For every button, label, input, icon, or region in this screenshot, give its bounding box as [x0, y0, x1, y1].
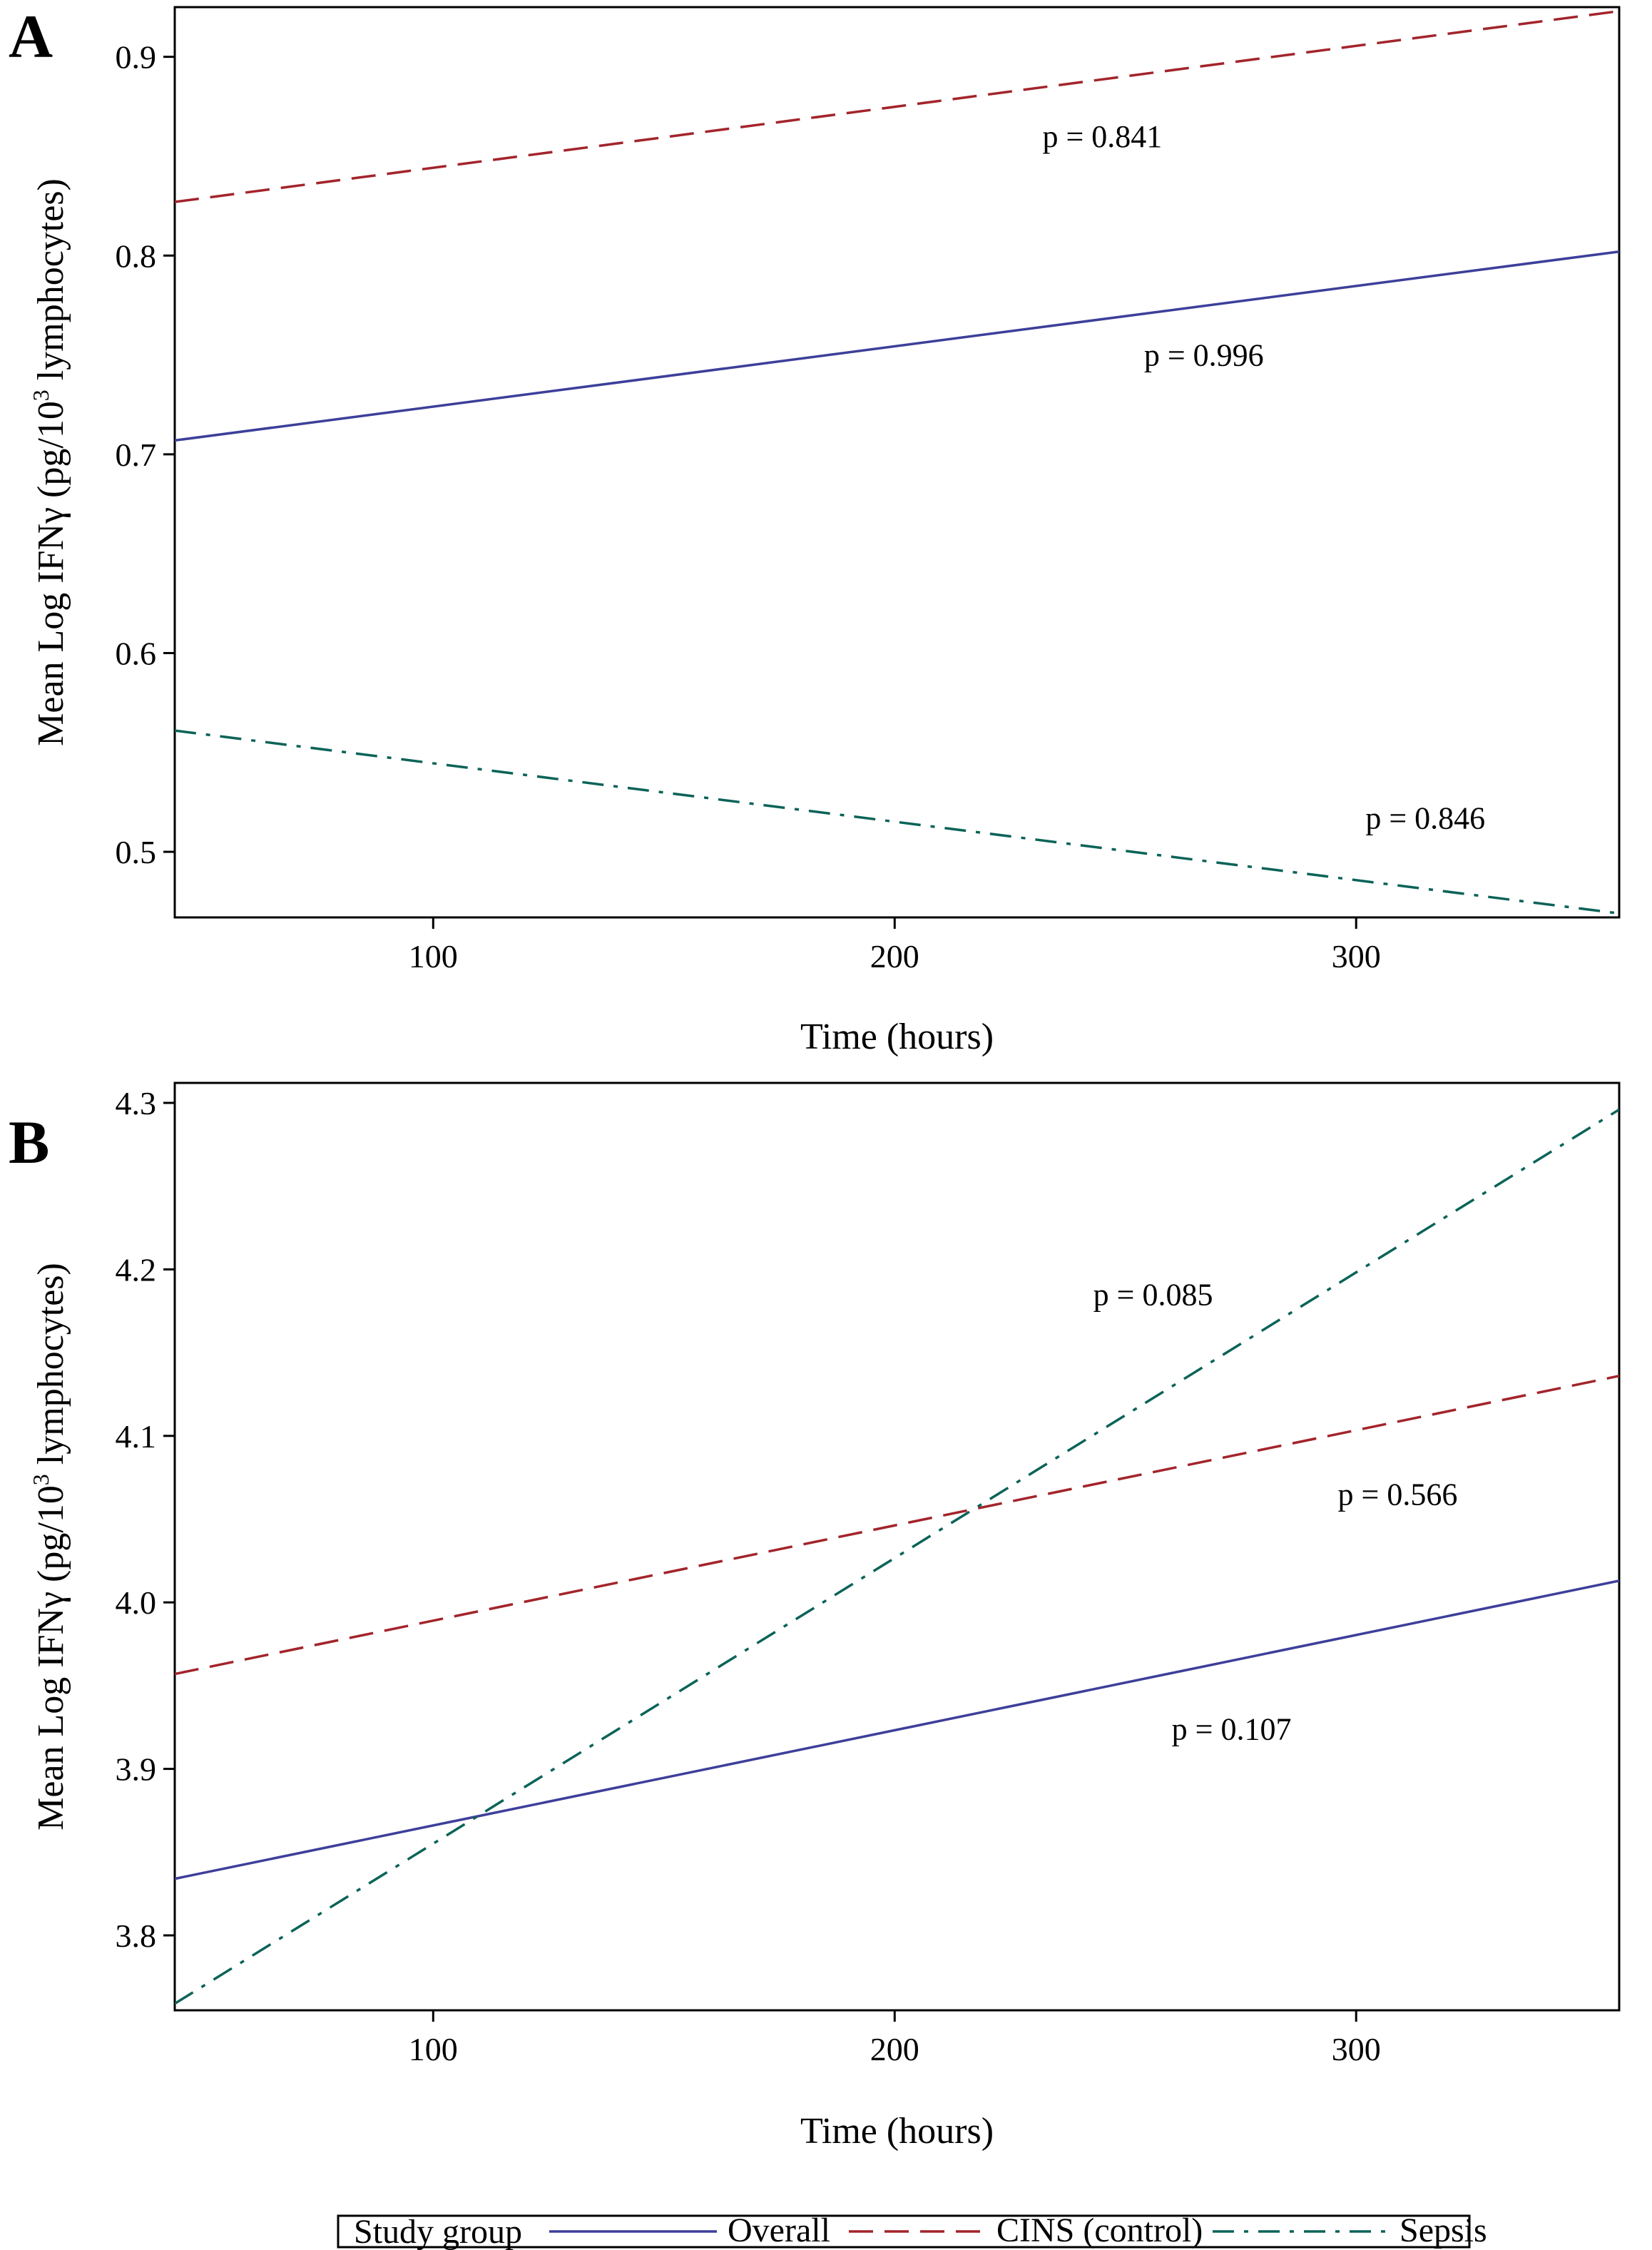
- panel-b-series-sepsis: [175, 1108, 1619, 2005]
- legend-label-overall: Overall: [728, 2211, 830, 2249]
- panel-b-y-tick-label: 4.3: [116, 1085, 157, 1121]
- panel-b-y-axis-label: Mean Log IFNγ (pg/103 lymphocytes): [28, 1263, 71, 1831]
- panel-a-y-tick-label: 0.5: [116, 834, 157, 870]
- panel-b-p-value-overall: p = 0.107: [1172, 1712, 1292, 1747]
- panel-b-y-tick-label: 3.9: [116, 1751, 157, 1788]
- panel-a-p-value-overall: p = 0.996: [1144, 338, 1264, 373]
- panel-b-x-tick-label: 200: [870, 2031, 919, 2067]
- legend-label-sepsis: Sepsis: [1399, 2211, 1487, 2249]
- panel-a-y-tick-label: 0.6: [116, 635, 157, 671]
- panel-b-chart: B 3.8 3.9 4.0 4.1 4.2 4.3 100 200 300 Time (hours)…: [9, 1081, 1621, 2152]
- panel-a-plot-frame: [173, 6, 1621, 919]
- panel-a-y-axis-label: Mean Log IFNγ (pg/103 lymphocytes): [28, 178, 71, 746]
- panel-a-x-tick-label: 300: [1332, 938, 1381, 974]
- panel-a-chart: A 0.5 0.6 0.7 0.8 0.9 100 200 300 Time (hours) Mea…: [9, 2, 1621, 1057]
- panel-b-letter: B: [9, 1108, 49, 1176]
- panel-a-p-value-sepsis: p = 0.846: [1365, 801, 1485, 836]
- panel-b-series-overall: [175, 1579, 1619, 1880]
- panel-a-x-axis-label: Time (hours): [800, 1017, 994, 1057]
- panel-a-p-value-cins-control: p = 0.841: [1042, 119, 1162, 154]
- panel-b-p-value-sepsis: p = 0.085: [1093, 1277, 1213, 1312]
- panel-a-series-cins-control: [175, 9, 1619, 203]
- panel-b-x-axis-label: Time (hours): [800, 2111, 994, 2152]
- legend: Study group Overall CINS (control) Sepsis: [337, 2211, 1487, 2250]
- panel-a-y-tick-label: 0.9: [116, 39, 157, 76]
- legend-title: Study group: [354, 2213, 522, 2250]
- panel-b-y-tick-label: 4.2: [116, 1251, 157, 1288]
- panel-a-y-tick-label: 0.8: [116, 238, 157, 274]
- panel-a-x-tick-label: 100: [409, 938, 458, 974]
- panel-b-series-cins-control: [175, 1375, 1619, 1676]
- panel-b-y-tick-label: 3.8: [116, 1918, 157, 1954]
- panel-a-series-sepsis: [175, 729, 1619, 915]
- panel-a-y-tick-label: 0.7: [116, 437, 157, 473]
- legend-label-cins-control: CINS (control): [996, 2211, 1203, 2249]
- panel-b-p-value-cins-control: p = 0.566: [1338, 1477, 1458, 1512]
- panel-a-x-tick-label: 200: [870, 938, 919, 974]
- panel-b-y-tick-label: 4.0: [116, 1584, 157, 1621]
- panel-b-y-tick-label: 4.1: [116, 1418, 157, 1455]
- panel-b-x-tick-label: 300: [1332, 2031, 1381, 2067]
- panel-b-x-tick-label: 100: [409, 2031, 458, 2067]
- panel-b-plot-frame: [173, 1081, 1621, 2012]
- panel-a-letter: A: [9, 2, 53, 71]
- panel-a-series-overall: [175, 250, 1619, 442]
